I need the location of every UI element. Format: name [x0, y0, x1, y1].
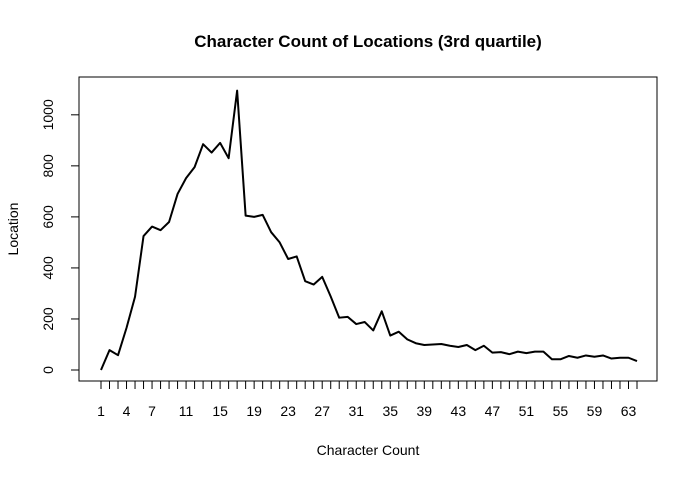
y-tick-label: 400: [40, 256, 56, 280]
x-tick-label: 35: [382, 403, 398, 419]
x-tick-label: 7: [148, 403, 156, 419]
x-tick-label: 39: [417, 403, 433, 419]
x-tick-label: 15: [212, 403, 228, 419]
chart-title: Character Count of Locations (3rd quarti…: [194, 32, 542, 51]
y-axis-label: Location: [5, 203, 21, 256]
x-tick-label: 43: [451, 403, 467, 419]
y-tick-label: 200: [40, 307, 56, 331]
x-tick-label: 23: [280, 403, 296, 419]
x-tick-label: 19: [246, 403, 262, 419]
x-axis: 1 4 7 11 15 19 23 27 31 35 39 43 47 51 55 59 63: [97, 380, 638, 419]
y-axis: 0 200 400 600 800 1000: [40, 99, 80, 374]
x-axis-label: Character Count: [317, 442, 420, 458]
x-tick-label: 51: [519, 403, 535, 419]
y-tick-label: 600: [40, 205, 56, 229]
x-tick-label: 1: [97, 403, 105, 419]
x-tick-label: 47: [485, 403, 501, 419]
x-tick-label: 55: [553, 403, 569, 419]
y-tick-label: 0: [40, 366, 56, 374]
series-line: [100, 89, 638, 371]
x-tick-label: 31: [348, 403, 364, 419]
x-tick-label: 59: [587, 403, 603, 419]
x-tick-label: 63: [621, 403, 637, 419]
x-tick-label: 27: [314, 403, 330, 419]
y-tick-label: 1000: [40, 99, 56, 130]
plot-frame: [78, 76, 658, 382]
y-tick-label: 800: [40, 154, 56, 178]
x-tick-label: 4: [123, 403, 131, 419]
x-tick-label: 11: [179, 403, 194, 419]
